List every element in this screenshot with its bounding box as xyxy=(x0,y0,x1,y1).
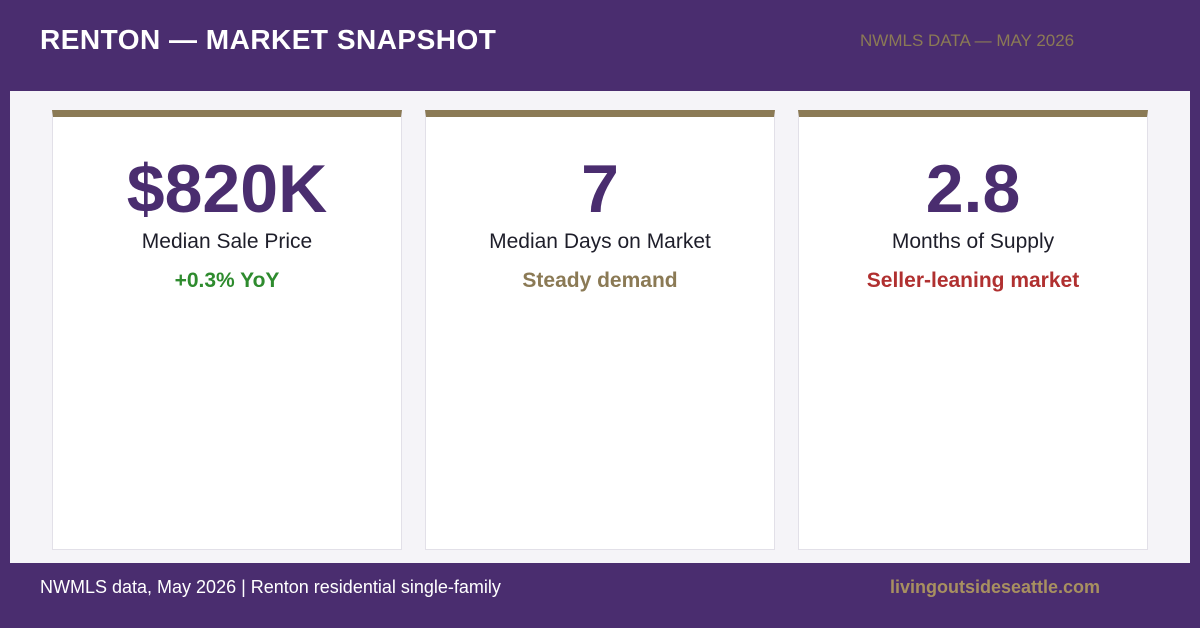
card-label: Median Days on Market xyxy=(489,230,711,253)
card-note: +0.3% YoY xyxy=(174,269,280,292)
card-value: 2.8 xyxy=(925,151,1021,227)
header-title: RENTON — MARKET SNAPSHOT xyxy=(40,24,497,55)
card-note: Seller-leaning market xyxy=(866,269,1080,292)
card-value: $820K xyxy=(126,151,328,227)
stat-card: 2.8 Months of Supply Seller-leaning mark… xyxy=(798,110,1148,550)
card-label: Median Sale Price xyxy=(141,230,313,253)
card-note: Steady demand xyxy=(522,269,678,292)
card-label: Months of Supply xyxy=(891,230,1055,253)
card-value: 7 xyxy=(581,151,619,227)
footer-site: livingoutsideseattle.com xyxy=(890,577,1101,597)
stat-card: 7 Median Days on Market Steady demand xyxy=(425,110,775,550)
footer-source: NWMLS data, May 2026 | Renton residentia… xyxy=(40,577,501,597)
header-source: NWMLS DATA — MAY 2026 xyxy=(860,31,1075,50)
stat-card: $820K Median Sale Price +0.3% YoY xyxy=(52,110,402,550)
content-area: $820K Median Sale Price +0.3% YoY 7 Medi… xyxy=(10,91,1190,563)
